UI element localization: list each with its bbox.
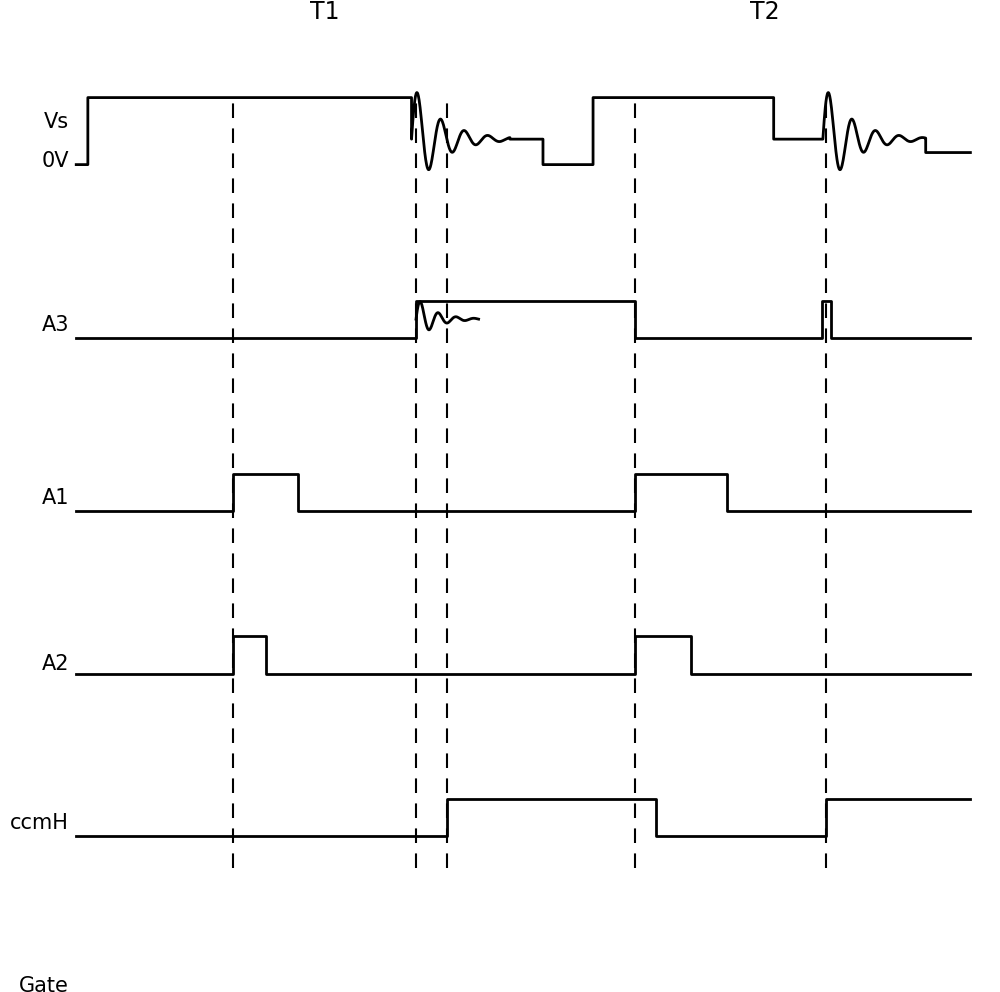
Text: 0V: 0V [42, 151, 69, 172]
Text: A3: A3 [42, 314, 69, 334]
Text: T2: T2 [750, 0, 780, 25]
Text: Vs: Vs [44, 112, 69, 132]
Text: Gate: Gate [19, 976, 69, 992]
Text: T1: T1 [310, 0, 339, 25]
Text: ccmH: ccmH [10, 813, 69, 833]
Text: A2: A2 [42, 655, 69, 675]
Text: A1: A1 [42, 488, 69, 508]
